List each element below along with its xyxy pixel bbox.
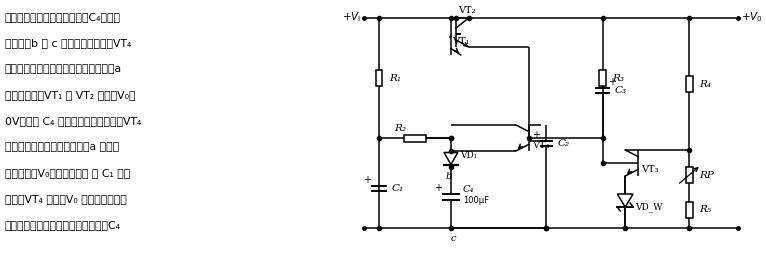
Text: +: + — [532, 130, 539, 140]
Bar — [686, 76, 692, 92]
Polygon shape — [444, 153, 458, 164]
Text: 100μF: 100μF — [463, 196, 489, 205]
Polygon shape — [617, 194, 633, 207]
Text: R₂: R₂ — [394, 124, 406, 133]
Text: VT₂: VT₂ — [458, 5, 475, 15]
Text: +: + — [608, 76, 617, 87]
Text: $+V_{\rm I}$: $+V_{\rm I}$ — [342, 10, 362, 24]
Text: 点电位最低，VT₁ 和 VT₂ 截止，V₀＝: 点电位最低，VT₁ 和 VT₂ 截止，V₀＝ — [5, 90, 136, 100]
Text: R₄: R₄ — [699, 80, 711, 89]
Text: VT₁: VT₁ — [452, 37, 470, 46]
Text: c: c — [450, 234, 456, 243]
Text: C₃: C₃ — [614, 85, 627, 95]
Bar — [686, 202, 692, 218]
Text: $+V_{\rm 0}$: $+V_{\rm 0}$ — [741, 10, 763, 24]
Text: 0V。随后 C₄ 的充电电流不断减小，VT₄: 0V。随后 C₄ 的充电电流不断减小，VT₄ — [5, 116, 141, 126]
Text: +: + — [434, 183, 442, 193]
Bar — [599, 70, 606, 86]
Text: RP: RP — [699, 170, 714, 179]
Text: 从饱和状态过渡到放大状态，a 点电位: 从饱和状态过渡到放大状态，a 点电位 — [5, 142, 119, 152]
Text: 启动电路，接通电源的瞬间，C₄两端电: 启动电路，接通电源的瞬间，C₄两端电 — [5, 12, 121, 22]
Text: C₄: C₄ — [463, 185, 474, 194]
Text: R₃: R₃ — [612, 74, 624, 83]
Bar — [404, 134, 426, 141]
Text: C₂: C₂ — [557, 139, 569, 147]
Bar — [686, 167, 692, 183]
Text: 压为零，b 与 c 两点相当于短路，VT₄: 压为零，b 与 c 两点相当于短路，VT₄ — [5, 38, 131, 48]
Text: b: b — [446, 171, 452, 181]
Text: +: + — [363, 175, 372, 184]
Text: 压，完成软启动过程。关断电源后，C₄: 压，完成软启动过程。关断电源后，C₄ — [5, 220, 121, 230]
Text: R₅: R₅ — [699, 205, 711, 214]
Text: VT₄: VT₄ — [532, 141, 549, 150]
Text: C₁: C₁ — [392, 183, 404, 192]
Text: VD_W: VD_W — [635, 202, 663, 212]
Text: 得到较大的基极电流，处于饱和状态，a: 得到较大的基极电流，处于饱和状态，a — [5, 64, 122, 74]
Text: R₁: R₁ — [389, 74, 401, 83]
Text: 慢慢上升，V₀也逐渐增大。 当 C₁ 充满: 慢慢上升，V₀也逐渐增大。 当 C₁ 充满 — [5, 168, 130, 178]
Text: VT₃: VT₃ — [641, 165, 659, 174]
Bar — [375, 70, 382, 86]
Text: VD₁: VD₁ — [460, 151, 477, 160]
Text: 电时，VT₄ 截止，V₀ 达到额定输出电: 电时，VT₄ 截止，V₀ 达到额定输出电 — [5, 194, 126, 204]
